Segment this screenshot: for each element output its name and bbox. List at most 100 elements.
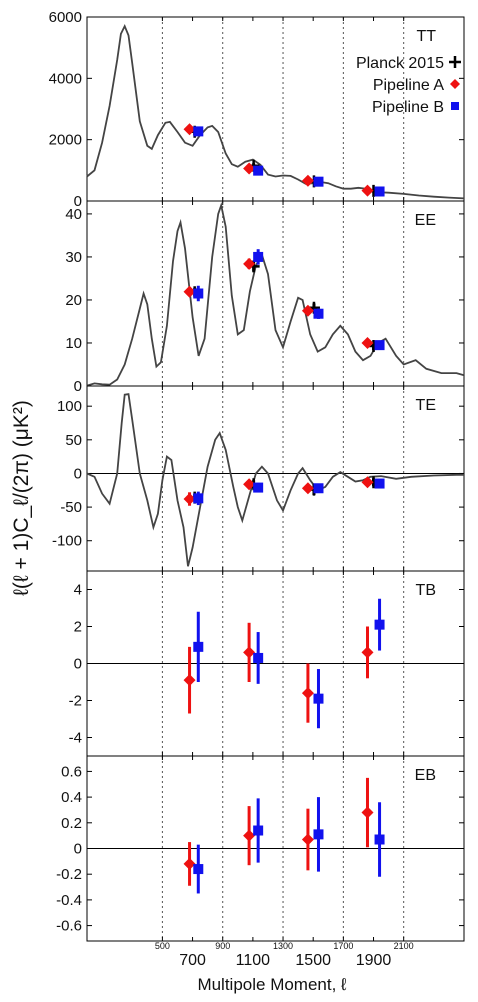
square-marker <box>253 652 264 663</box>
square-marker <box>253 825 264 836</box>
y-tick-label: 50 <box>65 432 82 449</box>
diamond-marker <box>361 806 374 819</box>
y-tick-label: 0 <box>74 656 82 673</box>
y-tick-label: 0 <box>74 193 82 210</box>
theory-curve <box>86 201 465 387</box>
legend-plus-icon <box>449 56 461 68</box>
diamond-marker <box>243 646 256 659</box>
y-tick-label: 20 <box>65 292 82 309</box>
legend-label: Pipeline A <box>373 77 444 94</box>
panel-label: TB <box>416 582 436 599</box>
diamond-marker <box>183 285 196 298</box>
square-marker <box>374 834 385 845</box>
diamond-marker <box>361 646 374 659</box>
square-marker <box>193 126 204 137</box>
square-marker <box>374 186 385 197</box>
square-marker <box>253 251 264 262</box>
panel-label: EB <box>415 767 436 784</box>
legend-diamond-icon <box>450 79 460 89</box>
x-tick-label-minor: 1700 <box>333 941 353 951</box>
y-tick-label: 0 <box>74 465 82 482</box>
square-marker <box>313 483 324 494</box>
square-marker <box>313 829 324 840</box>
panel-eb: -0.6 -0.4 -0.2 0 0.2 0.4 0.6 EB <box>56 755 465 942</box>
diamond-marker <box>361 336 374 349</box>
y-tick-label: 40 <box>65 206 82 223</box>
x-tick-label-minor: 1300 <box>273 941 293 951</box>
square-marker <box>193 288 204 299</box>
y-tick-label: 0 <box>74 378 82 395</box>
square-marker <box>253 165 264 176</box>
diamond-marker <box>243 257 256 270</box>
y-tick-label: 0.4 <box>61 789 82 806</box>
y-tick-label: 4000 <box>49 70 82 87</box>
y-tick-label: 2 <box>74 619 82 636</box>
diamond-marker <box>183 493 196 506</box>
legend-square-icon <box>451 102 459 110</box>
panel-te: -100 -50 0 50 100 TE <box>52 385 465 572</box>
diamond-marker <box>243 478 256 491</box>
y-tick-label: 30 <box>65 249 82 266</box>
panel-label: TE <box>416 397 436 414</box>
diamond-marker <box>183 674 196 687</box>
legend: Planck 2015 Pipeline A Pipeline B <box>356 55 461 116</box>
y-tick-label: -100 <box>52 533 82 550</box>
y-tick-label: -0.6 <box>56 918 82 935</box>
square-marker <box>313 693 324 704</box>
y-tick-label: 6000 <box>49 9 82 26</box>
diamond-marker <box>301 482 314 495</box>
square-marker <box>313 308 324 319</box>
panel-label: EE <box>415 212 436 229</box>
square-marker <box>253 482 264 493</box>
x-axis-label: Multipole Moment, ℓ <box>197 975 347 994</box>
square-marker <box>374 340 385 351</box>
diamond-marker <box>301 833 314 846</box>
y-tick-label: 10 <box>65 335 82 352</box>
panel-frame <box>86 385 465 572</box>
x-tick-label-major: 1900 <box>356 952 392 969</box>
x-tick-label-minor: 2100 <box>394 941 414 951</box>
y-tick-label: -2 <box>69 693 82 710</box>
x-tick-label-major: 1100 <box>236 952 271 969</box>
panel-tt: 0 2000 4000 6000 TT <box>49 9 465 210</box>
diamond-marker <box>301 304 314 317</box>
x-tick-label-minor: 900 <box>215 941 230 951</box>
legend-label: Planck 2015 <box>356 55 444 72</box>
y-tick-label: -0.2 <box>56 866 82 883</box>
x-axis: Multipole Moment, ℓ 700 1100 1500 1900 500 90… <box>155 941 414 994</box>
theory-curve <box>86 393 464 567</box>
diamond-marker <box>243 829 256 842</box>
square-marker <box>193 493 204 504</box>
diamond-marker <box>183 123 196 136</box>
x-tick-label-major: 1500 <box>295 952 331 969</box>
y-tick-label: 4 <box>74 582 82 599</box>
y-tick-label: -4 <box>69 730 82 747</box>
legend-label: Pipeline B <box>372 99 444 116</box>
panel-ee: 0 10 20 30 40 EE <box>65 200 465 395</box>
square-marker <box>193 864 204 875</box>
panel-label: TT <box>416 28 436 45</box>
diamond-marker <box>361 184 374 197</box>
square-marker <box>374 478 385 489</box>
diamond-marker <box>301 174 314 187</box>
y-tick-label: -0.4 <box>56 892 82 909</box>
x-tick-label-major: 700 <box>179 952 206 969</box>
y-axis-label: ℓ(ℓ + 1)C_ℓ/(2π) (μK²) <box>10 400 33 596</box>
y-tick-label: 0.6 <box>61 763 82 780</box>
y-tick-label: -50 <box>60 499 82 516</box>
panel-tb: -4 -2 0 2 4 TB <box>69 570 465 757</box>
y-tick-label: 2000 <box>49 132 82 149</box>
y-tick-label: 0.2 <box>61 815 82 832</box>
diamond-marker <box>301 687 314 700</box>
square-marker <box>374 619 385 630</box>
y-tick-label: 0 <box>74 841 82 858</box>
square-marker <box>313 176 324 187</box>
y-tick-label: 100 <box>57 398 82 415</box>
diamond-marker <box>183 857 196 870</box>
diamond-marker <box>243 162 256 175</box>
diamond-marker <box>361 476 374 489</box>
x-tick-label-minor: 500 <box>155 941 170 951</box>
square-marker <box>193 641 204 652</box>
